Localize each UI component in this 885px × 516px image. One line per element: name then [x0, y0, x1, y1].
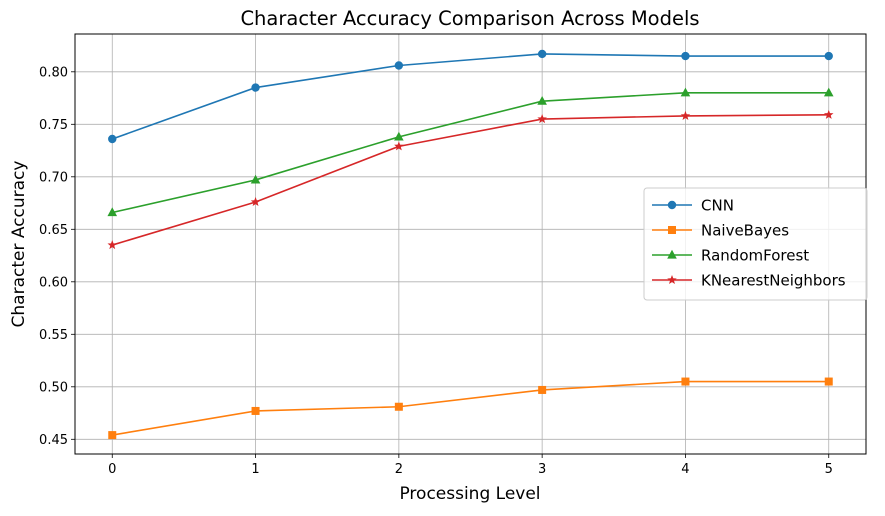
data-point-naivebayes: [394, 402, 403, 411]
y-tick-label: 0.60: [39, 275, 68, 290]
data-point-randomforest: [680, 87, 691, 97]
chart-title: Character Accuracy Comparison Across Mod…: [240, 7, 699, 30]
series-line-randomforest: [112, 92, 829, 214]
y-tick-label: 0.55: [39, 328, 68, 343]
data-point-naivebayes: [108, 431, 117, 440]
data-point-cnn: [108, 134, 117, 144]
y-tick-label: 0.70: [39, 170, 68, 185]
legend-marker-randomforest: [667, 249, 677, 259]
legend-label-knearestneighbors: KNearestNeighbors: [701, 272, 846, 290]
legend-label-cnn: CNN: [701, 197, 734, 215]
y-tick-label: 0.50: [39, 380, 68, 395]
data-point-knearestneighbors: [250, 197, 261, 207]
series-naivebayes: [108, 377, 833, 440]
y-tick-label: 0.45: [39, 433, 68, 448]
legend-label-naivebayes: NaiveBayes: [701, 222, 789, 240]
series-line-knearestneighbors: [112, 114, 829, 246]
data-point-knearestneighbors: [107, 240, 118, 250]
series-line-cnn: [111, 53, 829, 140]
x-tick-label: 3: [538, 462, 546, 477]
tick-layer: 0 1 2 3 4 5 0.45 0.50 0.55 0.60 0.65 0.70 0.75 0.80: [39, 65, 833, 477]
legend-entries: CNN NaiveBayes RandomForest KNearestNeighbo…: [652, 197, 846, 290]
data-point-cnn: [537, 49, 547, 59]
series-cnn: [108, 49, 833, 144]
data-point-naivebayes: [538, 385, 547, 394]
legend-entry-knearestneighbors: KNearestNeighbors: [652, 272, 846, 290]
x-tick-label: 5: [825, 462, 833, 477]
legend-label-randomforest: RandomForest: [701, 247, 809, 265]
data-point-cnn: [681, 51, 690, 61]
data-point-knearestneighbors: [823, 109, 834, 119]
y-tick-label: 0.75: [39, 118, 68, 133]
data-point-randomforest: [250, 174, 261, 184]
data-point-randomforest: [394, 131, 404, 141]
data-point-randomforest: [823, 87, 834, 97]
legend-entry-naivebayes: NaiveBayes: [652, 222, 789, 240]
data-point-naivebayes: [824, 377, 833, 386]
legend: CNN NaiveBayes RandomForest KNearestNeighbo…: [643, 187, 868, 301]
legend-marker-cnn: [667, 200, 677, 210]
data-point-randomforest: [537, 96, 547, 105]
data-point-randomforest: [107, 207, 118, 217]
data-point-naivebayes: [681, 377, 690, 386]
legend-marker-knearestneighbors: [667, 275, 677, 285]
y-tick-label: 0.80: [39, 65, 68, 80]
legend-entry-randomforest: RandomForest: [652, 247, 809, 265]
x-tick-label: 1: [251, 462, 259, 477]
data-point-knearestneighbors: [680, 110, 691, 120]
x-tick-label: 2: [395, 462, 403, 477]
data-point-cnn: [251, 83, 260, 92]
data-point-naivebayes: [251, 406, 260, 415]
x-tick-label: 4: [681, 462, 689, 477]
data-point-cnn: [394, 61, 404, 70]
y-axis-title: Character Accuracy: [9, 161, 29, 328]
y-tick-label: 0.65: [39, 223, 68, 238]
legend-marker-naivebayes: [668, 226, 676, 234]
legend-box: [643, 187, 868, 301]
legend-entry-cnn: CNN: [652, 197, 734, 215]
data-point-knearestneighbors: [394, 141, 404, 151]
series-randomforest: [107, 87, 834, 217]
x-axis-title: Processing Level: [399, 484, 540, 504]
data-point-cnn: [824, 51, 833, 61]
series-line-naivebayes: [112, 380, 829, 436]
x-tick-label: 0: [108, 462, 116, 477]
series-layer: [107, 49, 834, 440]
series-knearestneighbors: [107, 109, 834, 250]
data-point-knearestneighbors: [537, 114, 547, 124]
